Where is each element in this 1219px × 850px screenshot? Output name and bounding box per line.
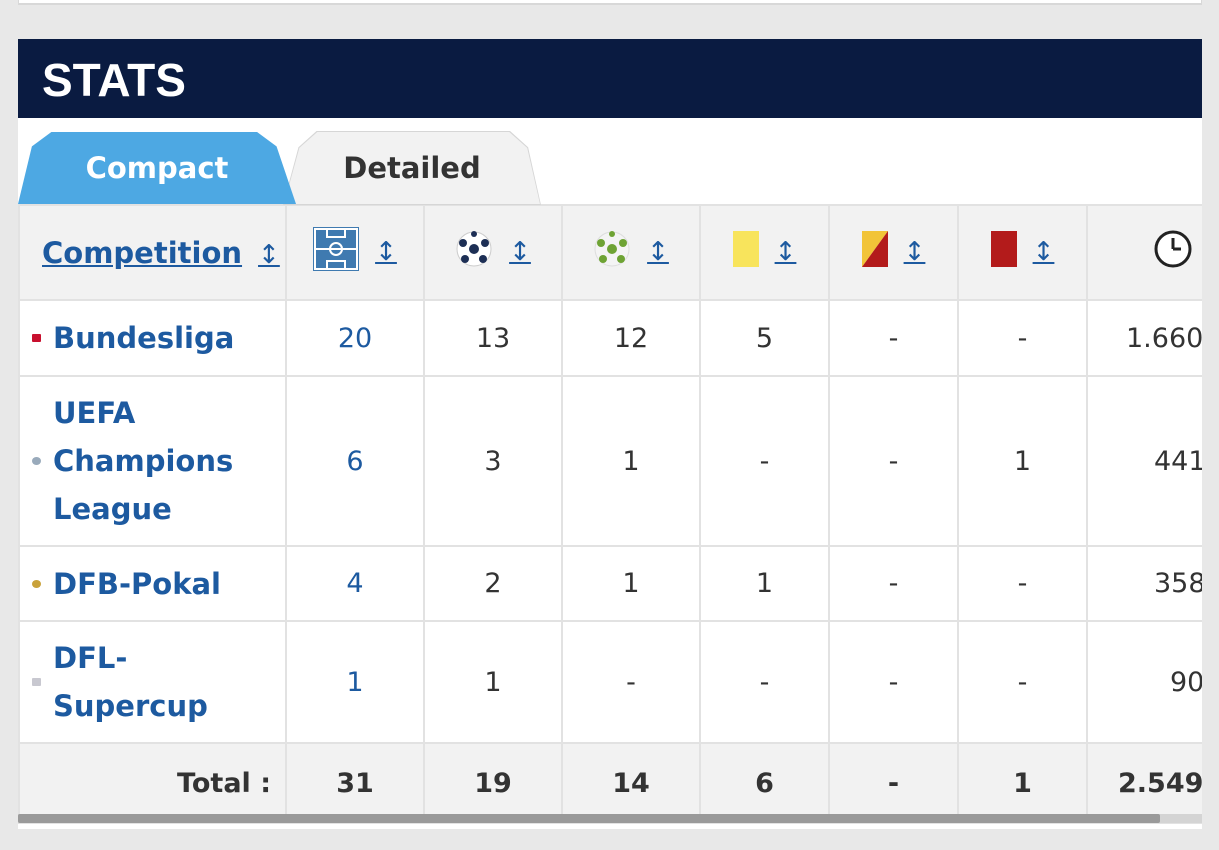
assists-column-header: ↕ [561, 204, 701, 301]
table-row: DFL-Supercup 1 1 - - - - 90 [18, 620, 1202, 744]
competition-link[interactable]: UEFA Champions League [53, 396, 234, 526]
horizontal-scrollbar-thumb[interactable] [18, 814, 1160, 823]
tab-compact[interactable]: Compact [18, 132, 296, 204]
competition-column-header: Competition ↕ [18, 204, 287, 301]
sort-icon[interactable]: ↕ [509, 237, 531, 267]
minutes-cell: 358 [1086, 545, 1202, 622]
assists-cell: 1 [561, 545, 701, 622]
total-yellow-cell: 6 [699, 742, 830, 824]
competition-cell: DFB-Pokal [18, 545, 287, 622]
sort-icon[interactable]: ↕ [258, 239, 280, 270]
goals-column-header: ↕ [423, 204, 563, 301]
table-row: Bundesliga 20 13 12 5 - - 1.660 [18, 299, 1202, 377]
second-yellow-cell: - [828, 375, 959, 547]
total-red-cell: 1 [957, 742, 1088, 824]
second-yellow-cell: - [828, 620, 959, 744]
apps-cell[interactable]: 20 [285, 299, 425, 377]
yellow-cell: - [699, 620, 830, 744]
apps-cell[interactable]: 6 [285, 375, 425, 547]
red-cell: - [957, 299, 1088, 377]
minutes-cell: 90 [1086, 620, 1202, 744]
yellow-cell: - [699, 375, 830, 547]
competition-link[interactable]: DFL-Supercup [53, 641, 208, 723]
competition-link[interactable]: Bundesliga [53, 321, 235, 355]
second-yellow-cell: - [828, 299, 959, 377]
total-minutes-cell: 2.549 [1086, 742, 1202, 824]
assists-ball-icon [593, 229, 631, 276]
assists-cell: - [561, 620, 701, 744]
goals-ball-icon [455, 229, 493, 276]
apps-cell[interactable]: 1 [285, 620, 425, 744]
goals-cell: 3 [423, 375, 563, 547]
competition-sort-link[interactable]: Competition [42, 235, 243, 270]
stats-table: Competition ↕ ↕ ↕ ↕ [18, 204, 1202, 824]
competition-cell: Bundesliga [18, 299, 287, 377]
table-row: DFB-Pokal 4 2 1 1 - - 358 [18, 545, 1202, 622]
champions-league-logo-icon [32, 457, 41, 465]
sort-icon[interactable]: ↕ [903, 237, 926, 267]
total-goals-cell: 19 [423, 742, 563, 824]
yellow-card-icon [732, 231, 759, 274]
table-header-row: Competition ↕ ↕ ↕ ↕ [18, 204, 1202, 301]
red-card-icon [990, 231, 1017, 274]
red-cell: - [957, 545, 1088, 622]
total-row: Total : 31 19 14 6 - 1 2.549 [18, 742, 1202, 824]
goals-cell: 13 [423, 299, 563, 377]
red-cell: 1 [957, 375, 1088, 547]
goals-cell: 2 [423, 545, 563, 622]
bundesliga-logo-icon [32, 334, 41, 342]
minutes-cell: 1.660 [1086, 299, 1202, 377]
sort-icon[interactable]: ↕ [774, 237, 797, 267]
dfb-pokal-logo-icon [32, 579, 41, 588]
total-assists-cell: 14 [561, 742, 701, 824]
competition-link[interactable]: DFB-Pokal [53, 566, 221, 601]
goals-cell: 1 [423, 620, 563, 744]
competition-cell: DFL-Supercup [18, 620, 287, 744]
total-label: Total : [18, 742, 287, 824]
red-cell: - [957, 620, 1088, 744]
view-tabs: Detailed Compact [18, 118, 1202, 205]
apps-cell[interactable]: 4 [285, 545, 425, 622]
competition-cell: UEFA Champions League [18, 375, 287, 547]
yellow-cell: 5 [699, 299, 830, 377]
second-yellow-card-icon [861, 231, 888, 274]
minutes-cell: 441 [1086, 375, 1202, 547]
sort-icon[interactable]: ↕ [1032, 237, 1055, 267]
minutes-clock-icon [1153, 229, 1193, 276]
assists-cell: 12 [561, 299, 701, 377]
red-card-column-header: ↕ [957, 204, 1088, 301]
section-title: STATS [18, 39, 1202, 118]
yellow-cell: 1 [699, 545, 830, 622]
yellow-card-column-header: ↕ [699, 204, 830, 301]
sort-icon[interactable]: ↕ [647, 237, 669, 267]
tab-detailed[interactable]: Detailed [284, 132, 540, 204]
stats-panel: STATS Detailed Compact Competition ↕ ↕ [18, 39, 1202, 829]
previous-card [18, 0, 1202, 5]
second-yellow-cell: - [828, 545, 959, 622]
minutes-column-header [1086, 204, 1202, 301]
appearances-column-header: ↕ [285, 204, 425, 301]
assists-cell: 1 [561, 375, 701, 547]
dfl-supercup-logo-icon [32, 678, 41, 686]
appearances-pitch-icon [313, 227, 360, 278]
table-row: UEFA Champions League 6 3 1 - - 1 441 [18, 375, 1202, 547]
total-second-yellow-cell: - [828, 742, 959, 824]
total-apps-cell: 31 [285, 742, 425, 824]
sort-icon[interactable]: ↕ [375, 237, 397, 267]
second-yellow-column-header: ↕ [828, 204, 959, 301]
